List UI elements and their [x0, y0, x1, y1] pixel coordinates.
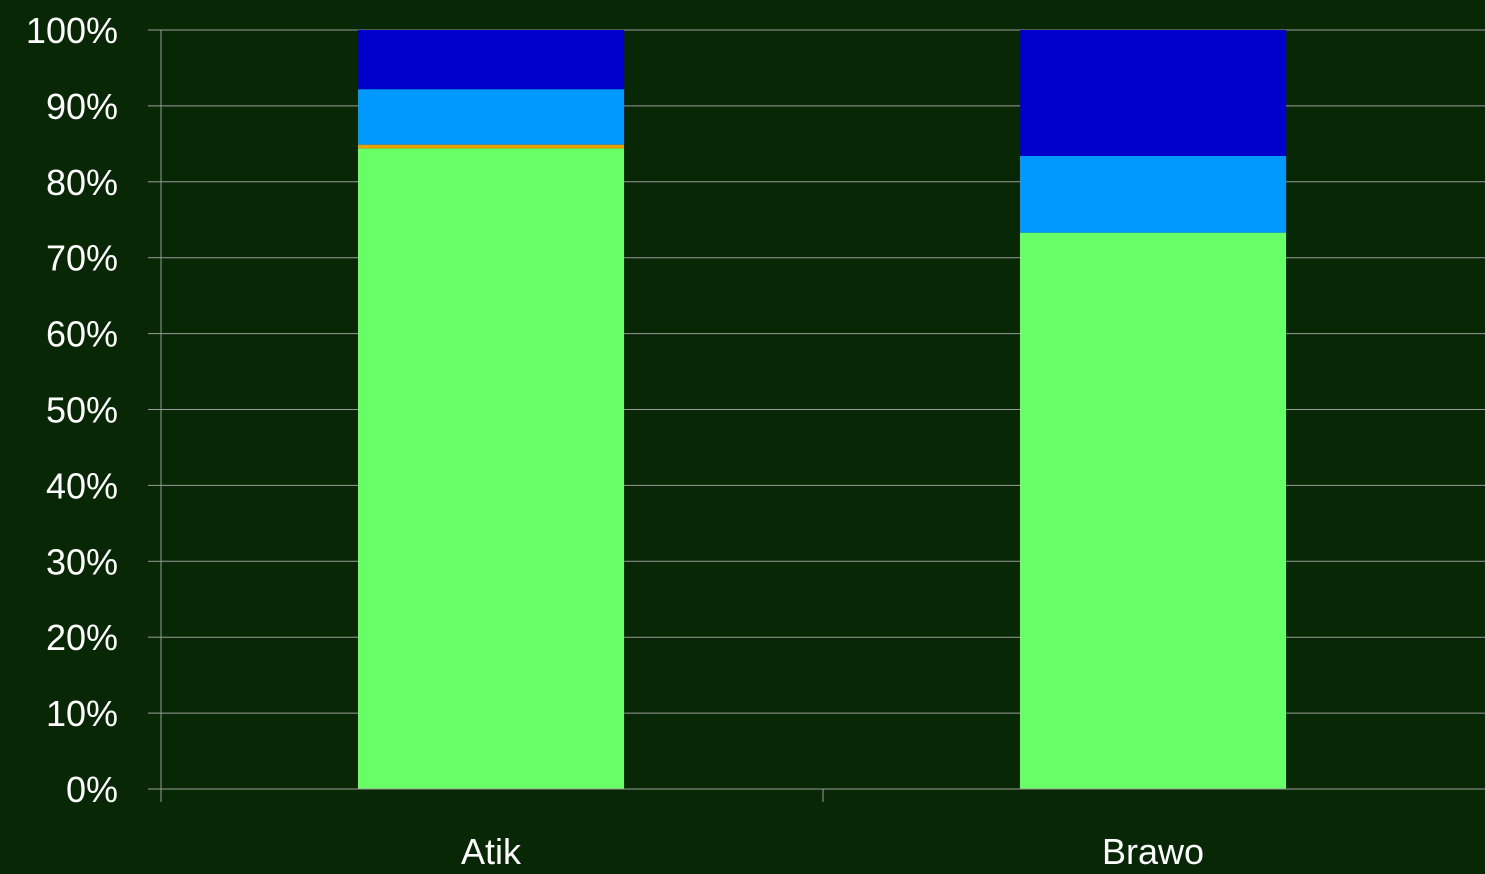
x-tick-label: Brawo — [1102, 831, 1204, 869]
y-tick-label: 80% — [46, 162, 118, 203]
bar-segment-brawo-3 — [1020, 30, 1286, 156]
bar-segment-atik-2 — [358, 89, 624, 145]
bar-segment-brawo-0 — [1020, 232, 1286, 789]
tick-labels: 0% 10% 20% 30% 40% 50% 60% 70% 80% 90% 100% Atik Bra… — [26, 10, 1204, 872]
y-tick-label: 40% — [46, 465, 118, 506]
x-tick-label: Atik — [461, 831, 522, 869]
bar-segment-atik-3 — [358, 30, 624, 90]
y-tick-label: 70% — [46, 238, 118, 279]
y-tick-label: 50% — [46, 390, 118, 431]
bars — [358, 30, 1286, 790]
axes — [148, 29, 1485, 802]
y-tick-label: 100% — [26, 10, 118, 51]
y-tick-label: 20% — [46, 617, 118, 658]
bar-segment-atik-1 — [358, 144, 624, 149]
y-tick-label: 30% — [46, 541, 118, 582]
y-tick-label: 10% — [46, 693, 118, 734]
bar-segment-brawo-2 — [1020, 155, 1286, 233]
y-tick-label: 0% — [66, 769, 118, 810]
y-tick-label: 90% — [46, 86, 118, 127]
y-tick-label: 60% — [46, 314, 118, 355]
bar-segment-atik-0 — [358, 148, 624, 790]
